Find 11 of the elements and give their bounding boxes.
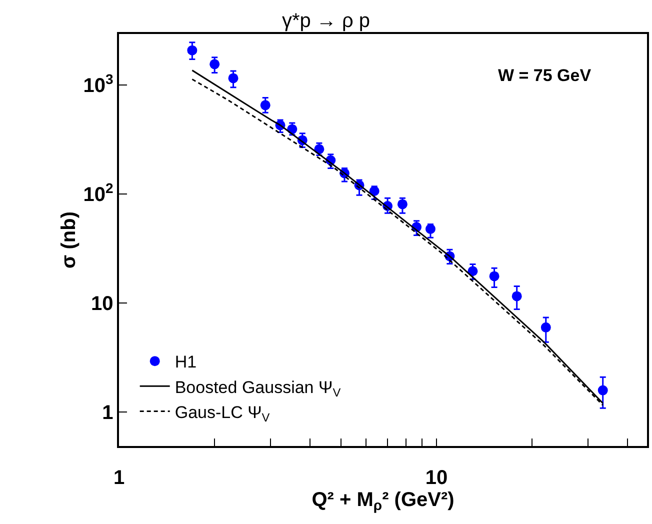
annotation: W = 75 GeV <box>498 66 592 85</box>
legend-label: H1 <box>174 352 197 372</box>
y-tick-label: 1 <box>102 402 114 424</box>
y-tick-label: 10 <box>91 293 114 316</box>
legend-label: Boosted Gaussian Ψ$_{V}$ <box>174 378 341 400</box>
y-tick-label: 10$^{2}$ <box>83 180 114 206</box>
legend-label: Gaus-LC Ψ$_{V}$ <box>174 402 270 424</box>
chart-title: γ*p → ρ p <box>282 10 370 32</box>
x-axis-title: Q² + M$_{ρ}$² (GeV²) <box>312 488 454 513</box>
y-tick-label: 10$^{3}$ <box>83 70 114 98</box>
y-axis-title: σ (nb) <box>58 212 80 268</box>
